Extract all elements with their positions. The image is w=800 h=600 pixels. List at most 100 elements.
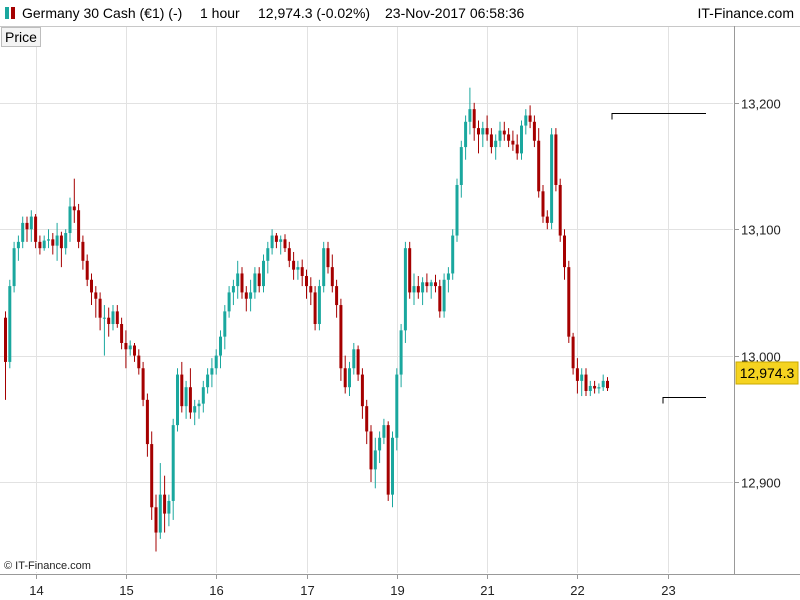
last-price-change: 12,974.3 (-0.02%) — [258, 5, 371, 21]
candle-body — [42, 240, 46, 249]
candle-body — [391, 437, 394, 495]
candle — [77, 203, 81, 249]
candle-body — [580, 374, 584, 381]
candle-body — [352, 349, 356, 369]
last-price-tag: 12,974.3 — [735, 361, 799, 385]
candle — [102, 305, 106, 356]
candle — [42, 235, 46, 251]
candle-body — [287, 248, 291, 261]
candle-body — [588, 385, 592, 391]
candle-body — [459, 147, 463, 185]
candle — [494, 134, 498, 160]
candle — [180, 361, 184, 413]
candle — [520, 120, 523, 160]
candle — [115, 305, 119, 328]
candle — [528, 105, 532, 129]
candle — [326, 241, 330, 274]
candle-body — [262, 260, 265, 287]
candle — [348, 361, 351, 397]
candle-body — [356, 349, 360, 375]
candle-body — [133, 345, 136, 356]
candle — [231, 279, 235, 306]
candle-body — [335, 286, 339, 306]
candle-body — [34, 216, 38, 242]
candle — [262, 254, 265, 293]
candle — [429, 279, 433, 299]
candle-body — [558, 184, 562, 236]
time-axis[interactable]: 14 15 16 17 19 21 22 23 — [29, 574, 676, 598]
candle-body — [21, 222, 25, 242]
candle-body — [249, 292, 253, 299]
candle-body — [180, 374, 184, 407]
candle-body — [537, 140, 541, 192]
candle-body — [507, 134, 511, 141]
candle — [365, 399, 369, 445]
candle-body — [94, 292, 98, 299]
candle-body — [98, 298, 102, 318]
candle-body — [322, 248, 326, 287]
time-axis-label: 14 — [29, 583, 43, 598]
candle-body — [150, 444, 154, 508]
price-axis-label: 12,900 — [741, 476, 781, 491]
candle-body — [102, 317, 106, 319]
candle-body — [442, 279, 446, 312]
candle — [305, 269, 308, 299]
timeframe-label[interactable]: 1 hour — [200, 5, 240, 21]
candle-body — [446, 273, 450, 280]
candle — [55, 222, 59, 261]
candle — [339, 298, 343, 381]
candle-body — [81, 241, 85, 261]
time-axis-label: 16 — [209, 583, 223, 598]
candle-body — [72, 206, 76, 211]
candle — [416, 275, 420, 299]
candle — [223, 305, 227, 350]
candle — [300, 259, 304, 287]
candle-body — [412, 286, 416, 293]
candle — [236, 260, 240, 299]
candle-body — [550, 134, 554, 223]
candle — [68, 197, 72, 242]
candle — [442, 273, 446, 318]
candle — [296, 260, 300, 280]
price-axis[interactable]: 12,900 13,000 13,100 13,200 — [734, 97, 781, 491]
candle — [4, 311, 7, 400]
candle — [451, 229, 455, 280]
candle — [438, 279, 442, 318]
candle — [584, 368, 588, 397]
candle-body — [107, 317, 111, 325]
candle-body — [16, 241, 20, 249]
candle — [283, 234, 287, 252]
candle-body — [515, 144, 519, 154]
candle-body — [167, 500, 171, 514]
candle — [124, 330, 128, 369]
candle — [588, 380, 592, 397]
time-axis-label: 22 — [570, 583, 584, 598]
candle — [171, 418, 175, 520]
candle — [352, 342, 356, 375]
candle — [468, 87, 472, 135]
candle-body — [597, 387, 601, 389]
candle-body — [563, 235, 566, 268]
candle — [511, 130, 515, 151]
candle — [214, 349, 218, 375]
candle-body — [219, 336, 222, 356]
candle-body — [489, 134, 493, 148]
candle — [244, 286, 248, 312]
candle — [481, 121, 485, 148]
candle-body — [206, 374, 210, 388]
candle — [593, 380, 597, 394]
candle — [274, 233, 278, 249]
brand-name[interactable]: IT-Finance.com — [697, 5, 794, 21]
candle — [163, 475, 167, 533]
candle — [227, 286, 231, 318]
candle — [8, 279, 12, 369]
candle-body — [163, 494, 167, 514]
candle-body — [137, 355, 141, 369]
candle-body — [12, 248, 16, 287]
candle — [12, 241, 16, 293]
candle-body — [29, 216, 33, 230]
candle — [563, 229, 566, 280]
price-panel-tab[interactable]: Price — [1, 27, 41, 47]
candle — [524, 109, 528, 135]
